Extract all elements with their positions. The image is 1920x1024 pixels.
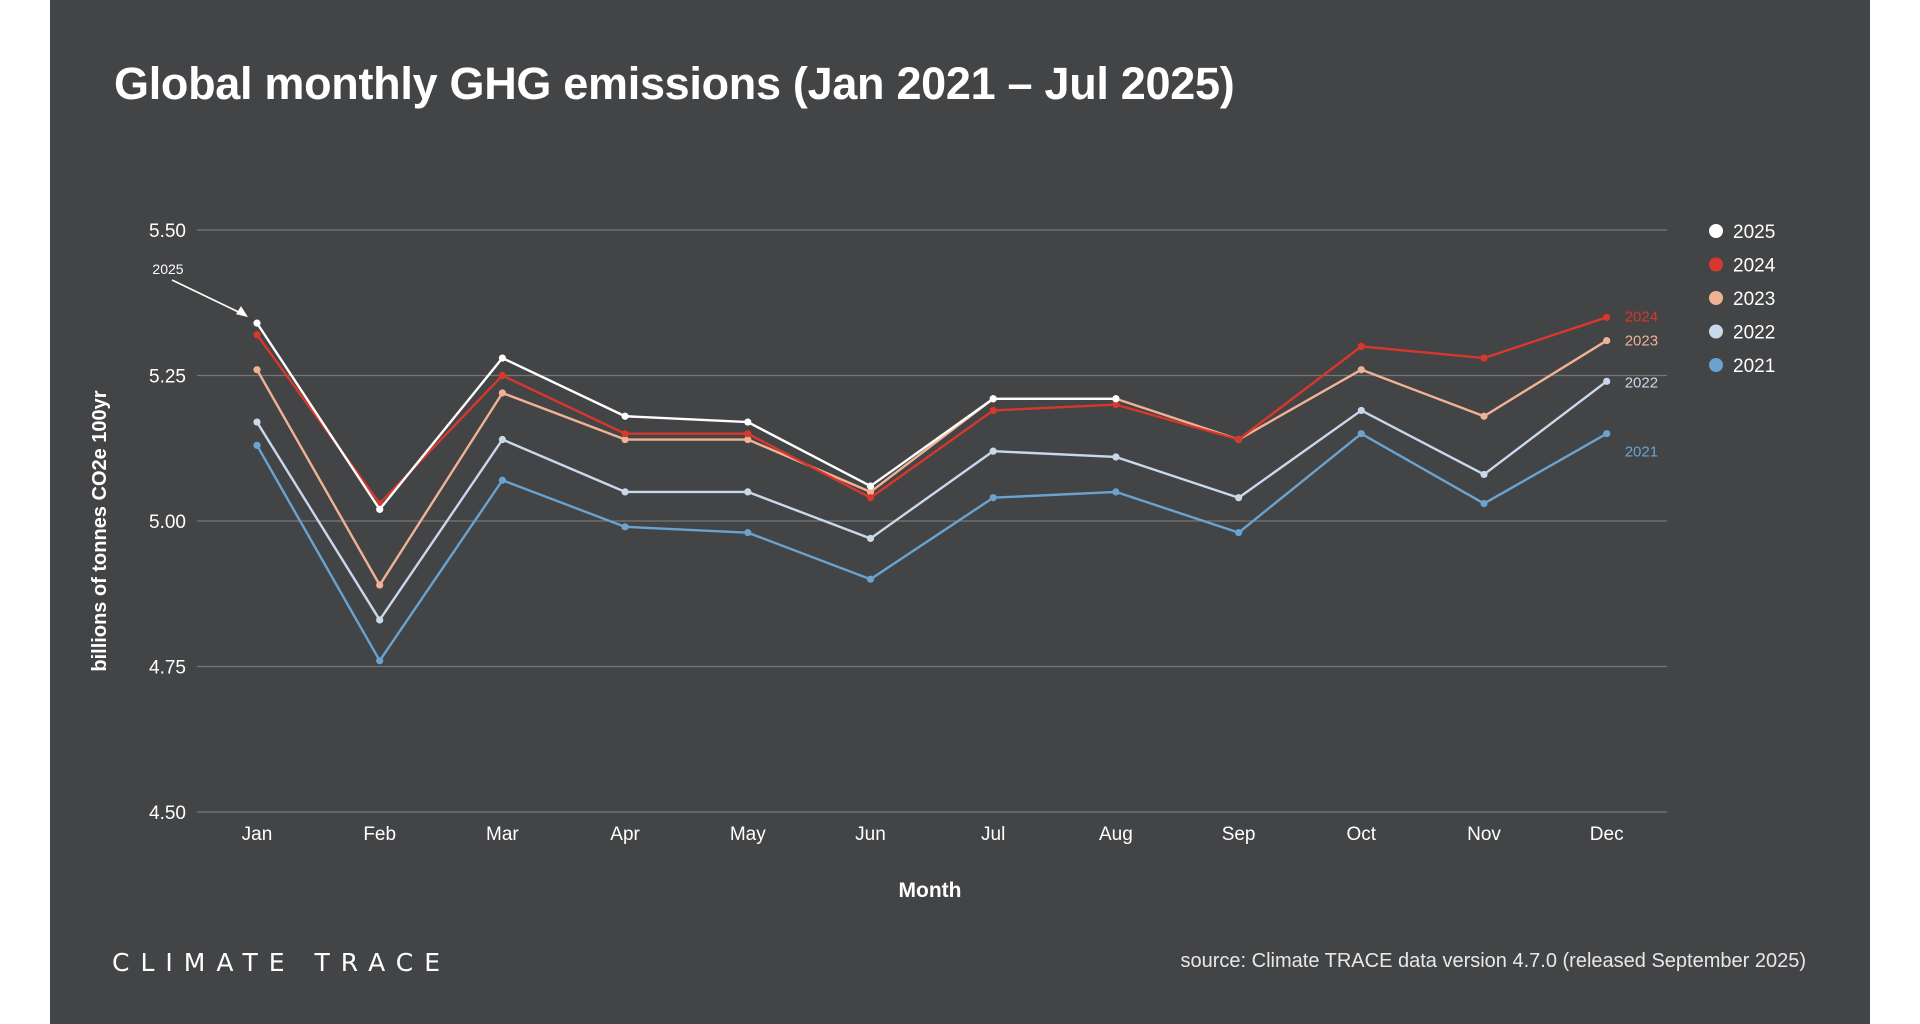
data-point-2022	[1112, 453, 1120, 461]
legend-label-2025: 2025	[1733, 222, 1775, 243]
data-point-2025	[376, 505, 384, 513]
data-point-2022	[1235, 494, 1243, 502]
x-tick-label: Sep	[1222, 824, 1256, 845]
x-tick-label: Jun	[855, 824, 886, 845]
data-point-2023	[376, 581, 384, 589]
legend-marker-2022	[1709, 324, 1723, 339]
data-point-2021	[1112, 488, 1120, 496]
data-point-2021	[498, 476, 506, 484]
data-point-2024	[1357, 342, 1365, 350]
data-point-2025	[621, 412, 629, 420]
legend-marker-2021	[1709, 358, 1723, 372]
x-axis-title: Month	[899, 879, 962, 902]
data-point-2024	[866, 494, 875, 502]
x-tick-label: Oct	[1347, 824, 1377, 845]
series-end-label-2024: 2024	[1625, 308, 1658, 325]
data-point-2021	[621, 523, 629, 531]
chart-panel: Global monthly GHG emissions (Jan 2021 –…	[50, 0, 1870, 1024]
annotation-arrow-line	[171, 279, 246, 316]
data-point-2022	[621, 488, 629, 496]
data-point-2024	[1480, 354, 1488, 362]
data-point-2024	[1603, 313, 1611, 321]
data-point-2021	[1480, 499, 1488, 508]
x-tick-label: Feb	[363, 824, 396, 845]
data-point-2025	[253, 319, 261, 327]
data-point-2021	[989, 494, 997, 502]
data-point-2022	[1480, 470, 1488, 479]
data-point-2025	[498, 354, 506, 362]
data-point-2022	[498, 435, 506, 444]
y-tick-label: 5.00	[149, 512, 186, 533]
annotation-label: 2025	[152, 261, 183, 277]
data-point-2025	[866, 482, 875, 490]
legend-label-2022: 2022	[1733, 323, 1775, 344]
x-tick-label: Aug	[1099, 824, 1133, 845]
y-tick-label: 4.50	[149, 803, 186, 824]
data-point-2022	[866, 534, 875, 543]
data-point-2023	[1480, 412, 1488, 420]
data-point-2022	[1357, 406, 1365, 415]
series-line-2024	[256, 316, 1608, 505]
data-point-2023	[866, 488, 875, 496]
data-point-2021	[744, 529, 752, 537]
series-line-2025	[255, 322, 1116, 511]
data-point-2023	[621, 435, 629, 444]
x-tick-label: Dec	[1590, 824, 1624, 845]
series-line-2021	[255, 432, 1608, 662]
x-tick-label: Apr	[610, 824, 640, 845]
data-point-2023	[1603, 336, 1611, 345]
x-tick-label: Jul	[981, 824, 1005, 845]
data-point-2025	[744, 418, 752, 426]
data-point-2021	[1235, 529, 1243, 537]
series-end-label-2022: 2022	[1625, 374, 1658, 391]
data-point-2022	[253, 418, 261, 426]
data-point-2024	[621, 430, 629, 438]
data-point-2024	[1112, 401, 1120, 409]
data-point-2024	[1235, 435, 1243, 444]
series-end-label-2023: 2023	[1625, 333, 1658, 350]
y-tick-label: 5.25	[149, 367, 186, 388]
data-point-2025	[1112, 395, 1120, 403]
data-point-2022	[744, 488, 752, 496]
legend-marker-2023	[1709, 291, 1723, 305]
data-point-2022	[989, 447, 997, 455]
chart-title: Global monthly GHG emissions (Jan 2021 –…	[114, 58, 1235, 109]
y-tick-label: 4.75	[149, 658, 186, 679]
legend-label-2021: 2021	[1733, 356, 1775, 377]
data-point-2022	[376, 616, 384, 624]
data-point-2023	[744, 435, 752, 444]
data-point-2025	[989, 395, 997, 403]
data-point-2021	[1357, 430, 1365, 438]
data-point-2022	[1603, 377, 1611, 385]
data-point-2023	[1357, 366, 1365, 374]
x-tick-label: Nov	[1467, 824, 1501, 845]
data-point-2021	[866, 575, 875, 583]
data-point-2021	[1603, 430, 1611, 438]
source-note: source: Climate TRACE data version 4.7.0…	[1180, 950, 1807, 972]
data-point-2024	[498, 371, 506, 380]
y-axis-title: billions of tonnes CO2e 100yr	[89, 390, 111, 671]
series-end-label-2021: 2021	[1625, 444, 1658, 461]
annotation-arrowhead	[236, 306, 248, 318]
legend-marker-2024	[1709, 257, 1723, 272]
climate-trace-logo: CLIMATE TRACE	[112, 948, 452, 977]
data-point-2021	[253, 441, 261, 449]
data-point-2021	[376, 657, 384, 665]
data-point-2023	[498, 389, 506, 397]
x-tick-label: May	[730, 824, 766, 845]
series-line-2023	[255, 339, 1608, 587]
y-tick-label: 5.50	[149, 221, 186, 242]
data-point-2024	[989, 406, 997, 415]
series-line-2022	[255, 380, 1608, 622]
data-point-2024	[744, 430, 752, 438]
line-chart: 4.50 4.75 5.00 5.25 5.50 Jan Feb Mar Apr May Jun Ju…	[89, 221, 1776, 902]
data-point-2023	[253, 366, 261, 374]
legend-label-2023: 2023	[1733, 289, 1775, 310]
legend-marker-2025	[1709, 224, 1723, 238]
legend-label-2024: 2024	[1733, 256, 1776, 277]
data-point-2024	[253, 331, 261, 339]
x-tick-label: Mar	[486, 824, 519, 845]
x-tick-label: Jan	[242, 824, 273, 845]
